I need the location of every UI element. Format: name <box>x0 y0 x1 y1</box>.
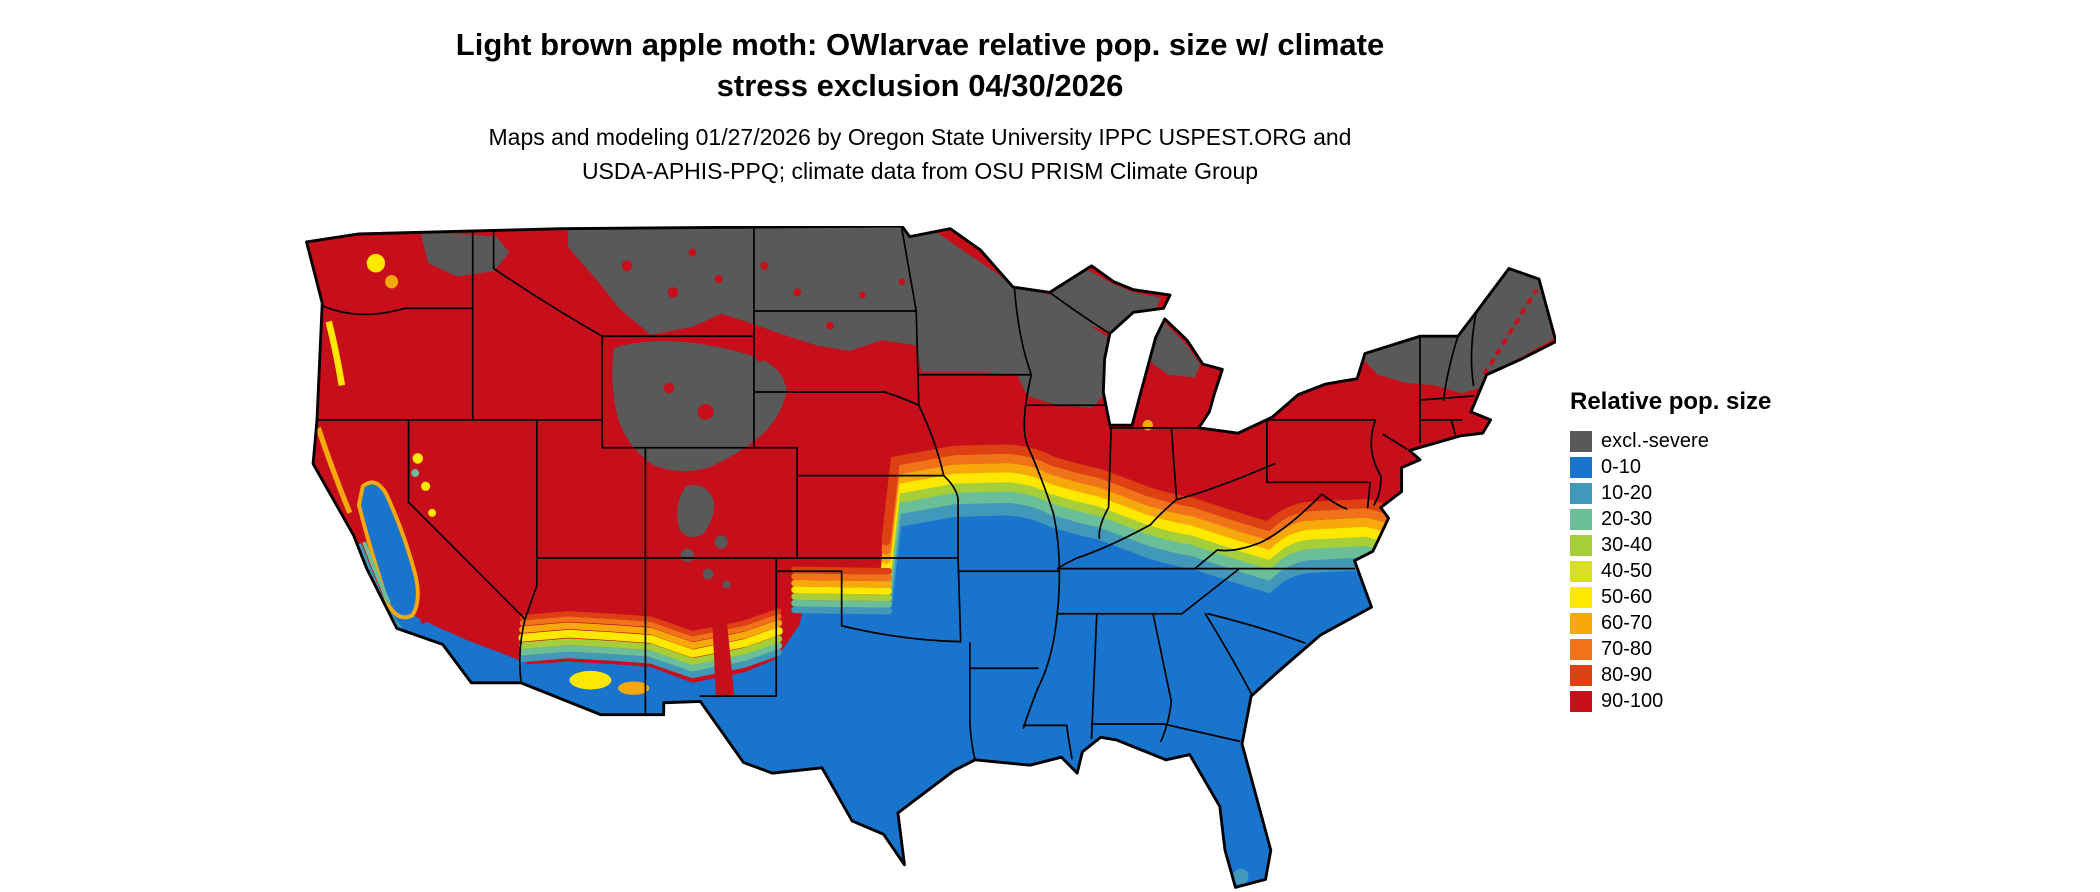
legend-item: 0-10 <box>1570 454 1771 480</box>
legend-label: 0-10 <box>1601 455 1642 478</box>
legend-item: 50-60 <box>1570 584 1771 610</box>
legend-label: 30-40 <box>1601 533 1653 556</box>
legend-item: 60-70 <box>1570 610 1771 636</box>
us-choropleth-map <box>305 226 1556 889</box>
legend-item: 10-20 <box>1570 480 1771 506</box>
legend-swatch <box>1570 560 1592 582</box>
legend-title: Relative pop. size <box>1570 388 1772 415</box>
legend-label: 20-30 <box>1601 507 1653 530</box>
legend-items: excl.-severe 0-10 10-20 20-30 30-40 40-50 50-6… <box>1570 428 1771 714</box>
legend-swatch <box>1570 430 1592 452</box>
legend-label: 80-90 <box>1601 663 1653 686</box>
legend-label: 40-50 <box>1601 559 1653 582</box>
legend-swatch <box>1570 638 1592 660</box>
legend-item: 80-90 <box>1570 662 1771 688</box>
state-border-lines <box>316 227 1478 761</box>
map-title: Light brown apple moth: OWlarvae relativ… <box>0 24 1840 106</box>
legend-swatch <box>1570 508 1592 530</box>
us-outline <box>305 226 1556 889</box>
legend-swatch <box>1570 664 1592 686</box>
legend-swatch <box>1570 612 1592 634</box>
map-title-line1: Light brown apple moth: OWlarvae relativ… <box>455 27 1385 62</box>
legend-item: 70-80 <box>1570 636 1771 662</box>
legend-label: 10-20 <box>1601 481 1653 504</box>
legend-item: 90-100 <box>1570 688 1771 714</box>
legend-label: 50-60 <box>1601 585 1653 608</box>
map-title-line2: stress exclusion 04/30/2026 <box>716 68 1124 103</box>
legend-swatch <box>1570 586 1592 608</box>
legend-item: 40-50 <box>1570 558 1771 584</box>
map-subtitle-line1: Maps and modeling 01/27/2026 by Oregon S… <box>488 124 1352 150</box>
map-subtitle: Maps and modeling 01/27/2026 by Oregon S… <box>0 120 1840 188</box>
legend-item: 20-30 <box>1570 506 1771 532</box>
legend-label: 70-80 <box>1601 637 1653 660</box>
legend-item: 30-40 <box>1570 532 1771 558</box>
legend-swatch <box>1570 482 1592 504</box>
legend-label: 60-70 <box>1601 611 1653 634</box>
legend-label: excl.-severe <box>1601 429 1709 452</box>
map-subtitle-line2: USDA-APHIS-PPQ; climate data from OSU PR… <box>581 158 1259 184</box>
legend-swatch <box>1570 534 1592 556</box>
legend-swatch <box>1570 690 1592 712</box>
legend: Relative pop. size excl.-severe 0-10 10-20… <box>1570 388 1771 714</box>
legend-item: excl.-severe <box>1570 428 1771 454</box>
legend-swatch <box>1570 456 1592 478</box>
legend-label: 90-100 <box>1601 689 1664 712</box>
